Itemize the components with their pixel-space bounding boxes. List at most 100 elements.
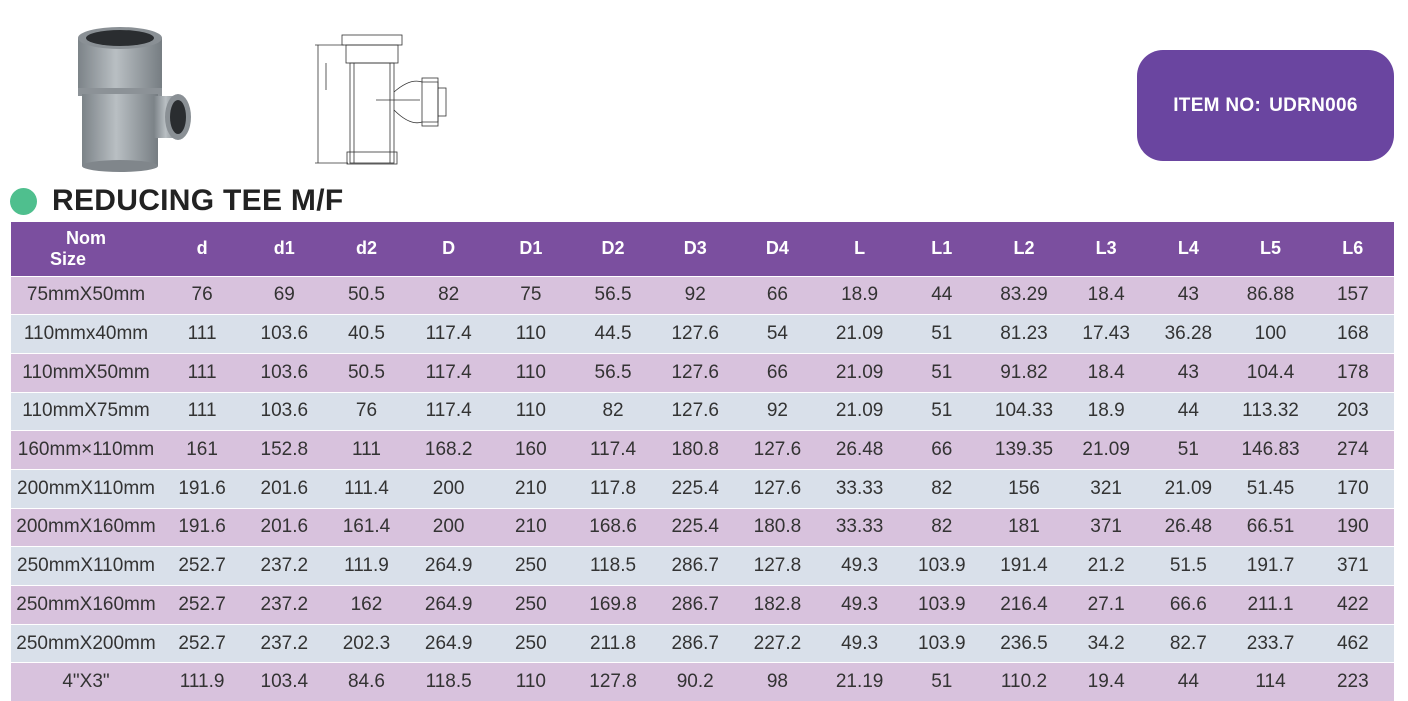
dimension-cell: 49.3 bbox=[841, 593, 879, 615]
dimension-cell: 104.33 bbox=[994, 400, 1054, 422]
dimension-cell: 84.6 bbox=[347, 671, 385, 693]
dimension-cell: 90.2 bbox=[676, 671, 714, 693]
dimension-cell: 200 bbox=[432, 477, 465, 499]
item-number-label: ITEM NO: bbox=[1173, 94, 1262, 116]
dimension-cell: 210 bbox=[514, 516, 547, 538]
column-header: L bbox=[854, 238, 866, 259]
dimension-cell: 191.6 bbox=[178, 516, 226, 538]
dimension-cell: 252.7 bbox=[178, 593, 226, 615]
dimension-cell: 34.2 bbox=[1087, 632, 1125, 654]
dimension-cell: 202.3 bbox=[342, 632, 391, 654]
dimension-cell: 44 bbox=[1177, 400, 1199, 422]
dimension-cell: 223 bbox=[1336, 671, 1369, 693]
dimension-cell: 75 bbox=[520, 284, 542, 306]
dimension-cell: 286.7 bbox=[671, 593, 719, 615]
dimension-cell: 162 bbox=[350, 593, 383, 615]
dimension-cell: 168 bbox=[1336, 323, 1369, 345]
dimension-cell: 127.6 bbox=[671, 400, 719, 422]
technical-drawing bbox=[315, 34, 447, 165]
dimension-cell: 103.6 bbox=[260, 361, 309, 383]
dimension-cell: 274 bbox=[1336, 439, 1369, 461]
dimension-cell: 201.6 bbox=[260, 516, 309, 538]
column-header-nom-size: Nom Size bbox=[11, 222, 161, 276]
dimension-cell: 51.45 bbox=[1246, 477, 1295, 499]
dimension-cell: 21.09 bbox=[835, 323, 884, 345]
table-row: 250mmX160mm 252.7 237.2 162 264.9 250 169.8 286… bbox=[11, 585, 1394, 625]
dimension-cell: 113.32 bbox=[1242, 400, 1299, 422]
dimension-cell: 146.83 bbox=[1241, 439, 1300, 461]
dimension-cell: 168.2 bbox=[424, 439, 473, 461]
dimension-cell: 264.9 bbox=[424, 555, 473, 577]
dimension-cell: 56.5 bbox=[594, 361, 632, 383]
dimension-cell: 18.4 bbox=[1087, 284, 1125, 306]
dimension-cell: 110 bbox=[515, 400, 546, 422]
dimension-cell: 51 bbox=[931, 671, 953, 693]
dimension-cell: 44 bbox=[931, 284, 953, 306]
dimension-cell: 250 bbox=[514, 555, 547, 577]
nom-size-cell: 200mmX160mm bbox=[16, 516, 156, 538]
dimension-cell: 100 bbox=[1254, 323, 1287, 345]
dimension-cell: 110 bbox=[515, 361, 546, 383]
dimension-cell: 127.6 bbox=[753, 477, 802, 499]
table-row: 250mmX110mm 252.7 237.2 111.9 264.9 250 118.5 2… bbox=[11, 546, 1394, 586]
dimension-cell: 19.4 bbox=[1087, 671, 1125, 693]
dimension-cell: 111 bbox=[352, 439, 381, 461]
dimension-cell: 50.5 bbox=[347, 361, 385, 383]
dimension-cell: 17.43 bbox=[1082, 323, 1130, 345]
dimension-cell: 371 bbox=[1336, 555, 1369, 577]
dimension-cell: 237.2 bbox=[260, 593, 309, 615]
dimension-cell: 82 bbox=[931, 477, 953, 499]
dimension-cell: 286.7 bbox=[671, 632, 719, 654]
dimension-cell: 51 bbox=[931, 400, 953, 422]
column-header: D bbox=[442, 238, 456, 259]
size-label: Size bbox=[49, 248, 87, 269]
nom-size-cell: 75mmX50mm bbox=[26, 284, 146, 306]
dimension-cell: 27.1 bbox=[1087, 593, 1125, 615]
dimension-cell: 103.9 bbox=[918, 632, 966, 654]
dimension-cell: 103.4 bbox=[260, 671, 309, 693]
dimension-cell: 114 bbox=[1255, 671, 1286, 693]
column-header: D1 bbox=[519, 238, 543, 259]
dimension-cell: 18.9 bbox=[1087, 400, 1125, 422]
dimension-cell: 110 bbox=[515, 323, 546, 345]
table-row: 110mmX75mm 111 103.6 76 117.4 110 82 127.6 92 21.… bbox=[11, 392, 1394, 431]
dimension-cell: 191.7 bbox=[1246, 555, 1295, 577]
dimension-cell: 252.7 bbox=[178, 555, 226, 577]
table-row: 200mmX160mm 191.6 201.6 161.4 200 210 168.6 225… bbox=[11, 508, 1394, 547]
dimension-cell: 152.8 bbox=[260, 439, 309, 461]
dimension-cell: 104.4 bbox=[1246, 361, 1295, 383]
dimension-cell: 69 bbox=[273, 284, 295, 306]
dimension-cell: 182.8 bbox=[753, 593, 802, 615]
dimension-cell: 54 bbox=[766, 323, 788, 345]
nom-size-cell: 110mmX75mm bbox=[22, 400, 150, 422]
nom-size-cell: 110mmX50mm bbox=[22, 361, 150, 383]
dimension-cell: 157 bbox=[1336, 284, 1369, 306]
column-header: d bbox=[196, 238, 208, 259]
dimension-cell: 82 bbox=[438, 284, 460, 306]
dimension-cell: 83.29 bbox=[1000, 284, 1048, 306]
nom-size-cell: 250mmX200mm bbox=[16, 632, 156, 654]
dimension-cell: 110 bbox=[515, 671, 546, 693]
dimension-cell: 371 bbox=[1090, 516, 1122, 538]
dimension-cell: 169.8 bbox=[589, 593, 637, 615]
dimension-cell: 161.4 bbox=[342, 516, 391, 538]
nom-size-cell: 250mmX160mm bbox=[16, 593, 156, 615]
dimension-cell: 210 bbox=[514, 477, 547, 499]
dimensions-table: Nom Size d d1 d2 D D1 D2 D3 D4 L L1 L2 L… bbox=[11, 222, 1394, 701]
dimension-cell: 111.9 bbox=[179, 671, 225, 693]
dimension-cell: 98 bbox=[766, 671, 788, 693]
dimension-cell: 40.5 bbox=[347, 323, 385, 345]
nom-size-cell: 110mmx40mm bbox=[23, 323, 149, 345]
dimension-cell: 66.6 bbox=[1169, 593, 1207, 615]
dimension-cell: 264.9 bbox=[424, 593, 473, 615]
dimension-cell: 286.7 bbox=[671, 555, 719, 577]
dimension-cell: 139.35 bbox=[994, 439, 1054, 461]
dimension-cell: 200 bbox=[432, 516, 465, 538]
dimension-cell: 92 bbox=[684, 284, 706, 306]
dimension-cell: 21.09 bbox=[835, 400, 884, 422]
dimension-cell: 51 bbox=[1177, 439, 1199, 461]
dimension-cell: 211.1 bbox=[1247, 593, 1294, 615]
dimension-cell: 82.7 bbox=[1169, 632, 1207, 654]
dimension-cell: 111.4 bbox=[344, 477, 389, 499]
dimension-cell: 21.09 bbox=[835, 361, 884, 383]
